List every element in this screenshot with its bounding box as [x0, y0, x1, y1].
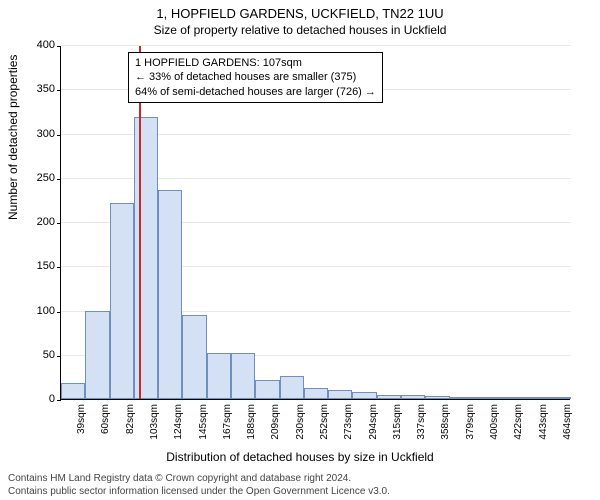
y-axis-label: Number of detached properties: [6, 55, 20, 220]
y-tick-label: 100: [21, 306, 55, 317]
histogram-bar: [377, 395, 401, 399]
x-tick-label: 294sqm: [368, 404, 379, 454]
histogram-bar: [280, 376, 304, 399]
y-tick-label: 350: [21, 84, 55, 95]
info-callout: 1 HOPFIELD GARDENS: 107sqm ← 33% of deta…: [128, 52, 383, 103]
x-tick-label: 167sqm: [222, 404, 233, 454]
x-tick-label: 145sqm: [198, 404, 209, 454]
y-tick-mark: [57, 135, 61, 136]
y-tick-label: 50: [21, 350, 55, 361]
gridline: [61, 45, 571, 46]
footer-attribution: Contains HM Land Registry data © Crown c…: [8, 472, 592, 498]
x-tick-label: 315sqm: [392, 404, 403, 454]
x-tick-label: 124sqm: [173, 404, 184, 454]
x-tick-label: 422sqm: [513, 404, 524, 454]
chart-area: 05010015020025030035040039sqm60sqm82sqm1…: [60, 46, 570, 400]
infobox-line1: 1 HOPFIELD GARDENS: 107sqm: [135, 56, 376, 70]
footer-line2: Contains public sector information licen…: [8, 485, 592, 498]
infobox-line2: ← 33% of detached houses are smaller (37…: [135, 70, 376, 84]
y-tick-mark: [57, 267, 61, 268]
histogram-bar: [158, 190, 182, 399]
histogram-bar: [474, 397, 498, 399]
y-tick-mark: [57, 400, 61, 401]
x-tick-label: 209sqm: [270, 404, 281, 454]
histogram-bar: [304, 388, 328, 399]
histogram-bar: [425, 396, 449, 399]
y-tick-mark: [57, 46, 61, 47]
y-tick-mark: [57, 356, 61, 357]
x-tick-label: 252sqm: [319, 404, 330, 454]
histogram-bar: [207, 353, 231, 399]
x-tick-label: 337sqm: [416, 404, 427, 454]
x-tick-label: 188sqm: [246, 404, 257, 454]
histogram-bar: [231, 353, 255, 399]
histogram-bar: [134, 117, 158, 399]
histogram-bar: [61, 383, 85, 399]
x-tick-label: 400sqm: [489, 404, 500, 454]
histogram-bar: [450, 397, 474, 399]
x-tick-label: 82sqm: [125, 404, 136, 454]
y-tick-mark: [57, 312, 61, 313]
x-tick-label: 464sqm: [562, 404, 573, 454]
y-tick-label: 400: [21, 40, 55, 51]
histogram-bar: [522, 397, 546, 399]
y-tick-label: 300: [21, 129, 55, 140]
y-tick-mark: [57, 90, 61, 91]
x-tick-label: 443sqm: [538, 404, 549, 454]
x-tick-label: 60sqm: [100, 404, 111, 454]
y-tick-label: 200: [21, 217, 55, 228]
histogram-bar: [255, 380, 279, 399]
x-tick-label: 103sqm: [149, 404, 160, 454]
x-tick-label: 230sqm: [295, 404, 306, 454]
footer-line1: Contains HM Land Registry data © Crown c…: [8, 472, 592, 485]
y-tick-mark: [57, 223, 61, 224]
x-tick-label: 358sqm: [440, 404, 451, 454]
chart-subtitle: Size of property relative to detached ho…: [0, 23, 600, 41]
x-tick-label: 379sqm: [465, 404, 476, 454]
histogram-bar: [352, 392, 376, 399]
histogram-bar: [182, 315, 206, 399]
y-tick-label: 0: [21, 394, 55, 405]
y-tick-label: 250: [21, 173, 55, 184]
y-tick-mark: [57, 179, 61, 180]
x-tick-label: 39sqm: [76, 404, 87, 454]
histogram-bar: [85, 311, 109, 400]
x-axis-label: Distribution of detached houses by size …: [0, 450, 600, 464]
y-tick-label: 150: [21, 261, 55, 272]
histogram-bar: [110, 203, 134, 399]
histogram-bar: [328, 390, 352, 399]
infobox-line3: 64% of semi-detached houses are larger (…: [135, 85, 376, 99]
x-tick-label: 273sqm: [343, 404, 354, 454]
histogram-bar: [401, 395, 425, 399]
histogram-bar: [547, 397, 571, 399]
chart-title: 1, HOPFIELD GARDENS, UCKFIELD, TN22 1UU: [0, 0, 600, 23]
histogram-bar: [498, 397, 522, 399]
